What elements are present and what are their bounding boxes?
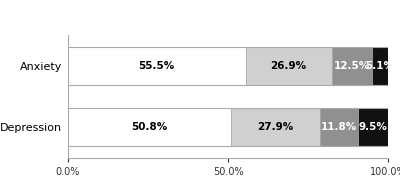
Text: 12.5%: 12.5% xyxy=(334,61,370,71)
Bar xyxy=(372,47,388,85)
Bar xyxy=(246,47,332,85)
Text: 5.1%: 5.1% xyxy=(365,61,394,71)
Bar xyxy=(358,108,388,146)
Text: 55.5%: 55.5% xyxy=(139,61,175,71)
Bar xyxy=(230,108,320,146)
Bar xyxy=(332,47,372,85)
Text: 26.9%: 26.9% xyxy=(270,61,307,71)
Bar xyxy=(68,108,230,146)
Text: 11.8%: 11.8% xyxy=(320,122,357,132)
Bar xyxy=(320,108,358,146)
Text: 50.8%: 50.8% xyxy=(131,122,168,132)
Text: 9.5%: 9.5% xyxy=(358,122,387,132)
Text: 27.9%: 27.9% xyxy=(257,122,293,132)
Bar xyxy=(68,47,246,85)
